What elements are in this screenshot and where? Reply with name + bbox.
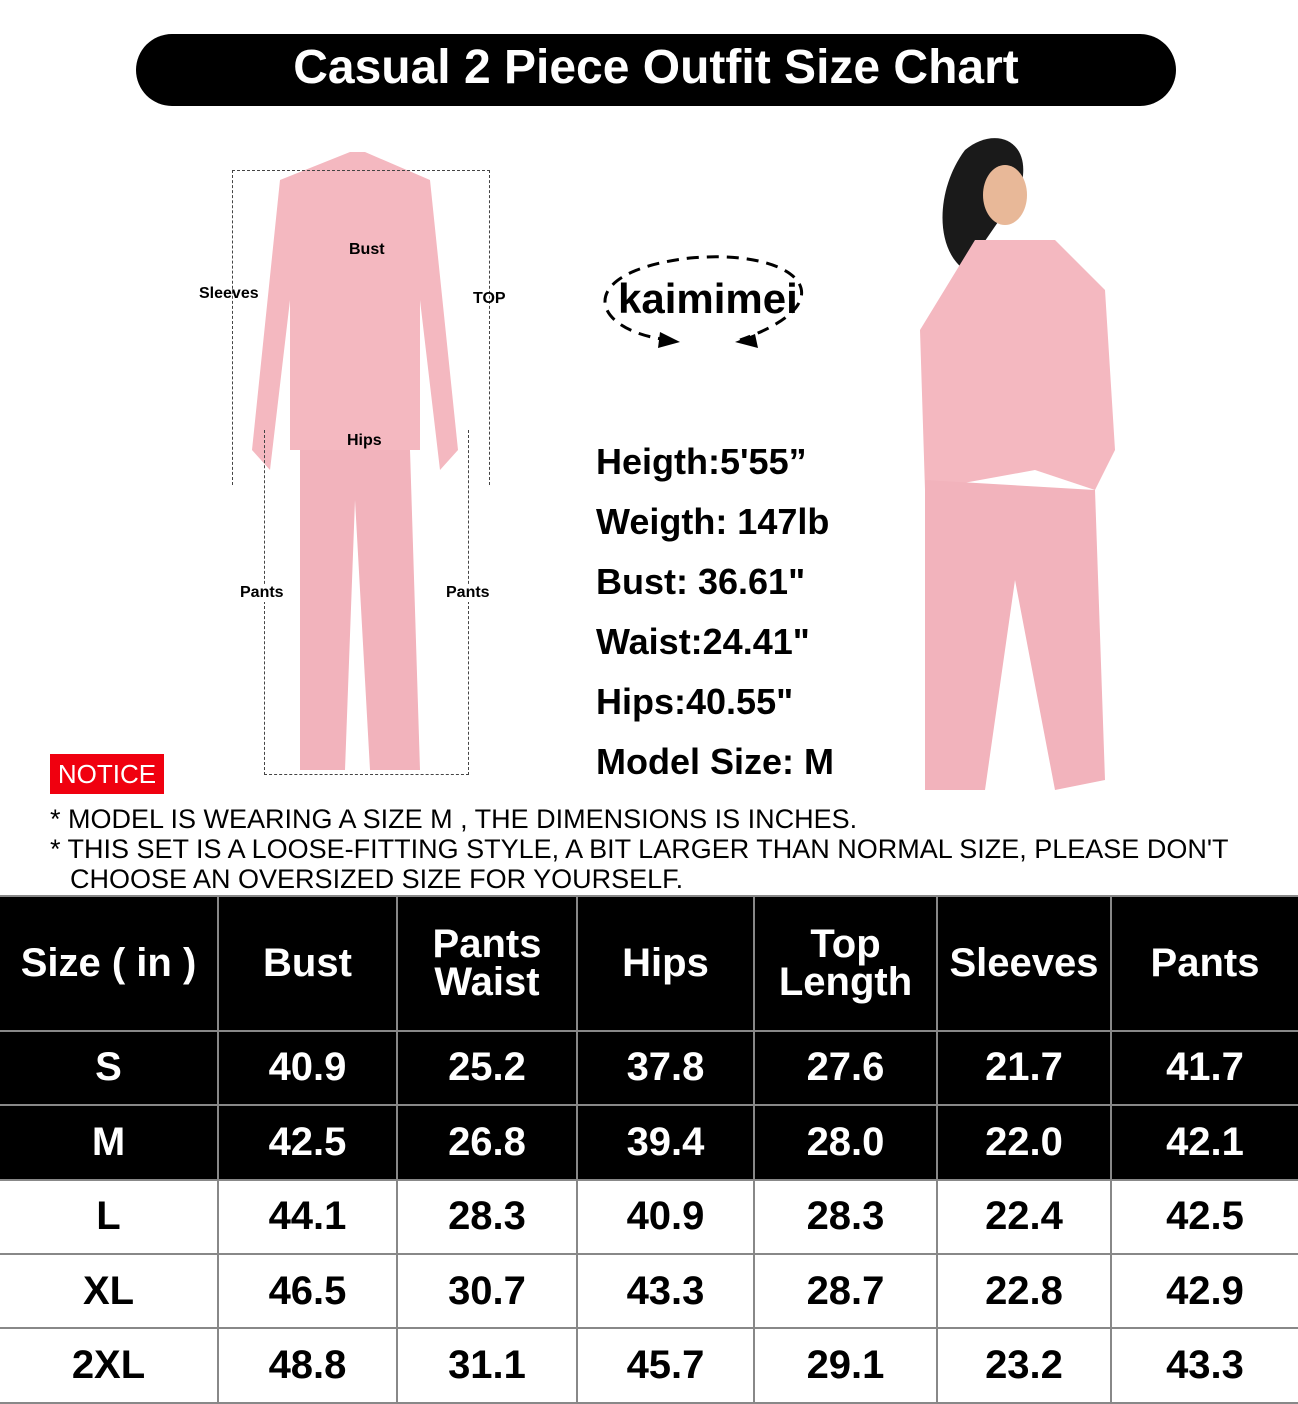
model-waist: Waist:24.41" bbox=[596, 621, 810, 662]
table-header-row: Size ( in ) Bust Pants Waist Hips Top Le… bbox=[0, 895, 1298, 1032]
sleeves-label: Sleeves bbox=[199, 285, 259, 302]
table-row: M 42.5 26.8 39.4 28.0 22.0 42.1 bbox=[0, 1104, 1298, 1181]
table-cell: 40.9 bbox=[217, 1029, 398, 1107]
table-cell: 22.0 bbox=[936, 1104, 1112, 1181]
table-row: L 44.1 28.3 40.9 28.3 22.4 42.5 bbox=[0, 1178, 1298, 1256]
model-hips: Hips:40.55" bbox=[596, 681, 794, 722]
table-cell: 27.6 bbox=[753, 1029, 938, 1107]
top-measure-line bbox=[232, 170, 490, 485]
table-cell: 29.1 bbox=[753, 1327, 938, 1404]
table-cell: S bbox=[0, 1029, 219, 1107]
table-cell: M bbox=[0, 1104, 219, 1181]
table-cell: 30.7 bbox=[396, 1253, 578, 1330]
model-weight: Weigth: 147lb bbox=[596, 501, 830, 542]
table-cell: 2XL bbox=[0, 1327, 219, 1404]
pants-label-right: Pants bbox=[446, 584, 490, 602]
notice-line: * THIS SET IS A LOOSE-FITTING STYLE, A B… bbox=[50, 834, 1228, 894]
header-pants-waist: Pants Waist bbox=[396, 895, 578, 1032]
header-sleeves: Sleeves bbox=[936, 895, 1112, 1032]
table-cell: 23.2 bbox=[936, 1327, 1112, 1404]
table-cell: 43.3 bbox=[576, 1253, 755, 1330]
model-size: Model Size: M bbox=[596, 741, 835, 782]
size-table: Size ( in ) Bust Pants Waist Hips Top Le… bbox=[0, 895, 1298, 1404]
table-row: XL 46.5 30.7 43.3 28.7 22.8 42.9 bbox=[0, 1253, 1298, 1330]
model-bust: Bust: 36.61" bbox=[596, 561, 806, 602]
table-cell: 42.5 bbox=[1110, 1178, 1298, 1256]
table-cell: 46.5 bbox=[217, 1253, 398, 1330]
header-hips: Hips bbox=[576, 895, 755, 1032]
garment-flatlay-image bbox=[252, 152, 458, 770]
table-cell: 28.3 bbox=[396, 1178, 578, 1256]
header-bust: Bust bbox=[217, 895, 398, 1032]
page-title: Casual 2 Piece Outfit Size Chart bbox=[136, 34, 1176, 106]
table-cell: 44.1 bbox=[217, 1178, 398, 1256]
table-cell: 21.7 bbox=[936, 1029, 1112, 1107]
table-cell: 28.3 bbox=[753, 1178, 938, 1256]
pants-label-left: Pants bbox=[240, 584, 284, 602]
notice-text: * MODEL IS WEARING A SIZE M , THE DIMENS… bbox=[50, 804, 1280, 894]
table-cell: 42.1 bbox=[1110, 1104, 1298, 1181]
model-height: Heigth:5'55” bbox=[596, 441, 807, 482]
table-cell: 25.2 bbox=[396, 1029, 578, 1107]
table-cell: 40.9 bbox=[576, 1178, 755, 1256]
table-cell: 45.7 bbox=[576, 1327, 755, 1404]
table-row: S 40.9 25.2 37.8 27.6 21.7 41.7 bbox=[0, 1029, 1298, 1107]
table-cell: 39.4 bbox=[576, 1104, 755, 1181]
top-label: TOP bbox=[473, 290, 506, 307]
table-cell: 42.9 bbox=[1110, 1253, 1298, 1330]
table-cell: 43.3 bbox=[1110, 1327, 1298, 1404]
header-top-length: Top Length bbox=[753, 895, 938, 1032]
notice-badge: NOTICE bbox=[50, 754, 164, 794]
table-cell: 28.7 bbox=[753, 1253, 938, 1330]
header-size: Size ( in ) bbox=[0, 895, 219, 1032]
table-cell: 42.5 bbox=[217, 1104, 398, 1181]
table-cell: 48.8 bbox=[217, 1327, 398, 1404]
bust-label: Bust bbox=[349, 241, 385, 258]
pants-measure-line bbox=[264, 430, 469, 775]
table-cell: 41.7 bbox=[1110, 1029, 1298, 1107]
table-cell: 37.8 bbox=[576, 1029, 755, 1107]
table-cell: 31.1 bbox=[396, 1327, 578, 1404]
header-pants: Pants bbox=[1110, 895, 1298, 1032]
brand-logo: kaimimei bbox=[618, 275, 798, 322]
table-cell: 22.4 bbox=[936, 1178, 1112, 1256]
table-cell: 28.0 bbox=[753, 1104, 938, 1181]
model-stats: Heigth:5'55” Weigth: 147lb Bust: 36.61" … bbox=[596, 432, 834, 792]
notice-line: * MODEL IS WEARING A SIZE M , THE DIMENS… bbox=[50, 804, 858, 834]
table-cell: 26.8 bbox=[396, 1104, 578, 1181]
model-photo bbox=[920, 138, 1115, 790]
table-cell: XL bbox=[0, 1253, 219, 1330]
table-row: 2XL 48.8 31.1 45.7 29.1 23.2 43.3 bbox=[0, 1327, 1298, 1404]
table-cell: 22.8 bbox=[936, 1253, 1112, 1330]
brand-arrows-icon bbox=[603, 255, 804, 348]
table-cell: L bbox=[0, 1178, 219, 1256]
hips-label: Hips bbox=[347, 432, 382, 449]
